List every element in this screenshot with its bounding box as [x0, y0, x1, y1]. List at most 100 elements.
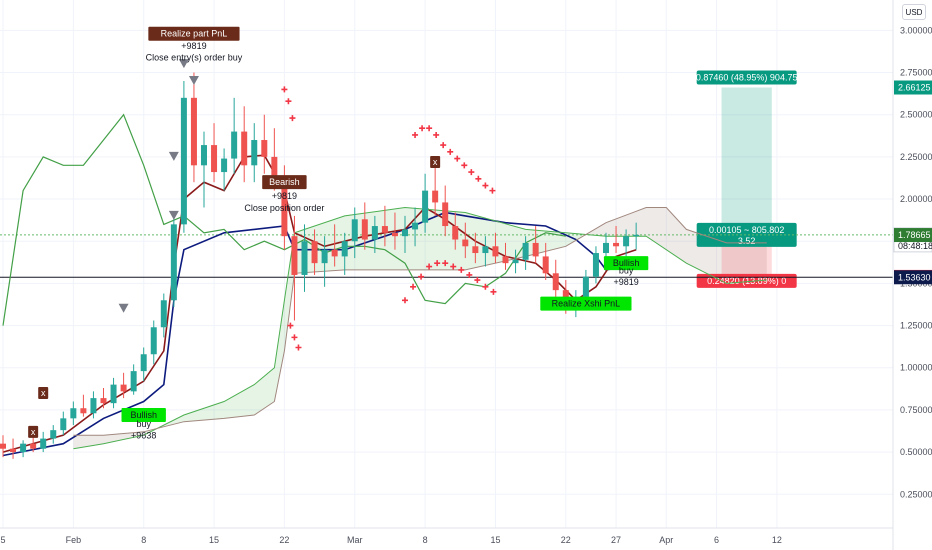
price-label: 2.66125	[898, 83, 931, 93]
annotation-text: +9819	[181, 41, 206, 51]
x-marker: x	[433, 157, 438, 167]
cross-marker	[489, 187, 496, 194]
signal-tag: Bullish	[613, 258, 640, 268]
target-zone	[721, 87, 772, 235]
x-tick-label: Apr	[659, 535, 673, 545]
cross-marker	[412, 131, 419, 138]
candle-body	[613, 242, 620, 247]
cross-marker	[426, 263, 433, 270]
candle-body	[110, 384, 117, 404]
candle-body	[462, 239, 469, 247]
y-tick-label: 2.00000	[900, 194, 932, 204]
candle-body	[170, 224, 177, 301]
x-tick-label: Mar	[347, 535, 363, 545]
price-label-bg	[894, 270, 932, 285]
candle-body	[452, 226, 459, 240]
candle-body	[442, 202, 449, 227]
cross-marker	[287, 322, 294, 329]
x-tick-label: 15	[490, 535, 500, 545]
candle-body	[180, 97, 187, 225]
entry-label: 0.00105 ~ 805.802	[709, 225, 784, 235]
x-marker-bg	[38, 387, 49, 400]
target-label: 0.87460 (48.95%) 904.75	[696, 73, 798, 83]
annotation-text: buy	[619, 265, 634, 275]
x-tick-label: 8	[423, 535, 428, 545]
tenkan-line	[2, 154, 637, 453]
candle-body	[30, 443, 37, 449]
signal-tag: Bearish	[269, 177, 300, 187]
currency-button[interactable]: USD	[902, 4, 926, 20]
x-tick-label: 6	[714, 535, 719, 545]
candle-body	[100, 398, 107, 404]
signal-tag: Bullish	[130, 410, 157, 420]
cloud-area	[158, 207, 586, 429]
candle-body	[391, 232, 398, 237]
cloud-area	[588, 207, 767, 284]
x-tick-label: 5	[0, 535, 5, 545]
candle-body	[402, 229, 408, 237]
candle-body	[261, 140, 268, 157]
price-labels: 2.661251.7877008:48:181.786651.538451.53…	[893, 80, 932, 285]
annotation-text: Close position order	[244, 203, 324, 213]
x-marker-bg	[28, 425, 39, 438]
x-marker-bg	[430, 155, 441, 168]
signal-tag: Realize part PnL	[161, 29, 228, 39]
x-marker: x	[31, 427, 36, 437]
x-tick-label: 27	[611, 535, 621, 545]
price-label-sub: 08:48:18	[898, 241, 932, 251]
candle-body	[472, 246, 479, 254]
y-tick-label: 3.00000	[900, 25, 932, 35]
candle-body	[10, 448, 17, 453]
candle-body	[70, 408, 77, 419]
cross-marker	[482, 182, 489, 189]
candle-body	[532, 242, 539, 257]
candle-body	[301, 241, 308, 275]
candle-body	[251, 140, 258, 166]
lagging-line	[2, 113, 566, 326]
down-triangle	[178, 59, 189, 69]
candle-body	[381, 226, 388, 233]
down-triangle	[168, 210, 179, 220]
horizontal-lines	[0, 234, 893, 278]
candle-body	[432, 190, 439, 203]
y-tick-label: 2.25000	[900, 152, 932, 162]
candle-body	[422, 190, 429, 223]
candle-body	[50, 430, 57, 439]
x-tick-label: 12	[772, 535, 782, 545]
candle-body	[90, 398, 97, 414]
candle-body	[60, 418, 67, 431]
signal-markers: x x x Bullish Bearish Realize part PnL Realize…	[28, 26, 649, 441]
y-tick-label: 0.75000	[900, 405, 932, 415]
cross-marker	[475, 175, 482, 182]
x-tick-label: 8	[141, 535, 146, 545]
x-marker: x	[41, 388, 46, 398]
annotation-text: +9819	[613, 277, 638, 287]
x-tick-label: 15	[209, 535, 219, 545]
candle-body	[130, 371, 137, 392]
candle-body	[150, 327, 157, 355]
y-tick-label: 0.25000	[900, 489, 932, 499]
candle-body	[241, 131, 248, 166]
signal-tag-bg	[148, 26, 240, 41]
candle-body	[271, 156, 278, 183]
cross-marker	[474, 277, 481, 284]
cross-marker	[447, 148, 454, 155]
entry-label-sub: 3.52	[738, 236, 756, 246]
price-label: 1.53630	[898, 272, 931, 282]
price-label-bg	[894, 80, 932, 95]
signal-tag: Realize Xshi PnL	[552, 299, 621, 309]
candle-body	[623, 236, 630, 247]
candle-body	[522, 242, 529, 260]
down-triangle	[118, 303, 129, 313]
time-axis[interactable]: 5 Feb 8 15 22 Mar 8 15 22 27 Apr 6 12	[0, 527, 893, 545]
candle-body	[351, 219, 358, 242]
candle-body	[552, 273, 559, 291]
target-label-bg	[696, 70, 797, 85]
candle-body	[120, 384, 127, 392]
cross-marker	[482, 283, 489, 290]
candle-body	[281, 182, 288, 237]
cross-marker	[418, 273, 425, 280]
candle-body	[502, 256, 509, 264]
cross-marker	[291, 334, 298, 341]
